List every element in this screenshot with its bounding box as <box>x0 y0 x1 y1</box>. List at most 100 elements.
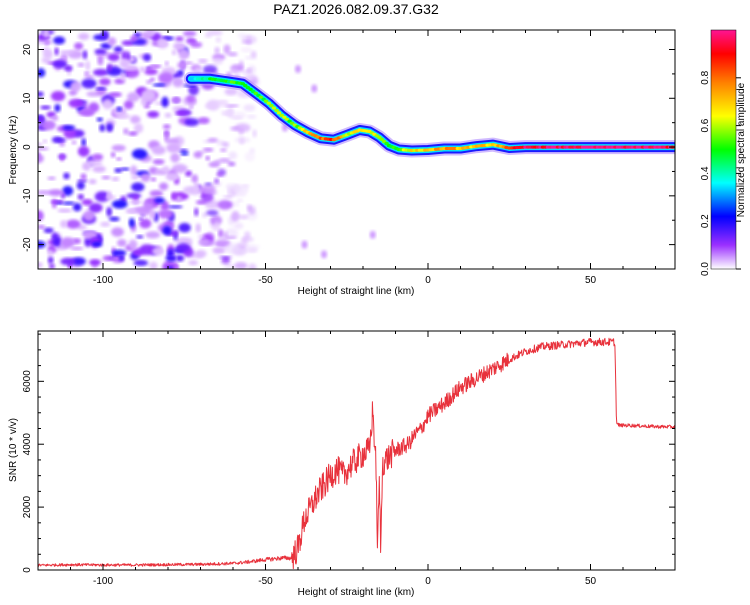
noise-blob <box>184 118 199 127</box>
noise-blob <box>223 264 236 268</box>
noise-blob <box>227 161 236 167</box>
noise-blob <box>244 151 255 162</box>
noise-blob <box>138 31 155 37</box>
noise-blob <box>77 110 94 116</box>
noise-blob <box>130 35 138 42</box>
noise-blob <box>42 120 56 131</box>
noise-blob <box>139 244 155 256</box>
noise-blob <box>131 175 140 180</box>
noise-blob <box>242 185 249 193</box>
noise-blob <box>123 100 134 110</box>
noise-blob <box>301 240 308 249</box>
noise-blob <box>109 92 122 97</box>
noise-blob <box>170 97 182 103</box>
colorbar-gradient <box>711 30 736 269</box>
noise-blob <box>150 177 157 182</box>
noise-blob <box>195 249 207 258</box>
noise-blob <box>57 208 72 213</box>
colorbar-frame <box>710 29 737 270</box>
noise-blob <box>212 247 225 254</box>
noise-blob <box>247 65 256 74</box>
noise-blob <box>197 234 205 239</box>
noise-blob <box>203 65 218 74</box>
snr-y-tick-label: 0 <box>22 567 33 573</box>
noise-blob <box>111 249 127 257</box>
noise-blob <box>117 239 127 247</box>
noise-blob <box>123 128 129 135</box>
noise-blob <box>223 256 229 261</box>
ridge-sample <box>245 86 251 90</box>
noise-blob <box>83 210 95 221</box>
ridge-sample <box>253 91 258 95</box>
noise-blob <box>50 200 64 204</box>
noise-blob <box>216 173 223 177</box>
noise-blob <box>133 123 144 134</box>
noise-blob <box>101 30 109 40</box>
noise-blob <box>95 87 107 91</box>
noise-blob <box>162 124 171 130</box>
noise-blob <box>217 200 233 210</box>
noise-blob <box>222 141 230 148</box>
spectrogram-y-tick-label: 20 <box>22 44 33 56</box>
noise-blob <box>164 112 172 118</box>
noise-blob <box>118 254 125 262</box>
noise-blob <box>204 32 213 38</box>
noise-blob <box>231 185 242 192</box>
noise-blob <box>111 199 128 209</box>
noise-blob <box>62 125 76 131</box>
noise-blob <box>214 178 220 184</box>
noise-blob <box>130 115 141 124</box>
noise-blob <box>89 259 101 266</box>
noise-blob <box>110 151 116 158</box>
noise-blob <box>54 104 61 112</box>
noise-blob <box>235 201 240 207</box>
noise-blob <box>204 200 219 210</box>
noise-blob <box>149 64 162 68</box>
noise-blob <box>84 71 90 76</box>
noise-blob <box>197 58 208 64</box>
noise-blob <box>311 84 318 93</box>
noise-blob <box>175 36 184 42</box>
noise-blob <box>178 148 189 153</box>
noise-blob <box>92 153 104 161</box>
noise-blob <box>232 111 247 119</box>
noise-blob <box>81 78 97 89</box>
snr-x-label: Height of straight line (km) <box>298 587 415 598</box>
noise-blob <box>120 167 130 171</box>
noise-blob <box>107 53 120 62</box>
noise-blob <box>295 65 301 74</box>
noise-blob <box>111 227 124 237</box>
ridge-sample <box>263 99 269 103</box>
snr-x-tick-label: -100 <box>93 576 113 587</box>
noise-blob <box>238 60 244 72</box>
noise-blob <box>106 206 113 217</box>
noise-blob <box>85 60 91 71</box>
noise-blob <box>214 46 220 55</box>
noise-blob <box>198 238 210 246</box>
noise-blob <box>111 144 126 152</box>
ridge-sample <box>258 95 264 99</box>
spectrogram-y-tick-label: 0 <box>22 144 33 150</box>
noise-blob <box>165 172 180 181</box>
noise-blob <box>100 221 111 227</box>
noise-blob <box>81 138 86 147</box>
noise-blob <box>241 70 249 74</box>
noise-blob <box>63 65 73 72</box>
noise-blob <box>241 237 248 244</box>
noise-blob <box>211 181 222 187</box>
ridge-sample <box>266 101 271 105</box>
noise-blob <box>197 117 210 125</box>
noise-blob <box>205 156 210 161</box>
ridge-sample <box>384 141 389 146</box>
noise-blob <box>231 70 240 75</box>
noise-blob <box>70 81 82 92</box>
spectrogram-x-tick-label: -50 <box>258 275 273 286</box>
noise-blob <box>222 231 228 239</box>
noise-blob <box>218 229 224 238</box>
noise-blob <box>52 236 62 247</box>
noise-blob <box>178 48 190 60</box>
noise-blob <box>152 247 165 256</box>
snr-line <box>38 337 675 570</box>
